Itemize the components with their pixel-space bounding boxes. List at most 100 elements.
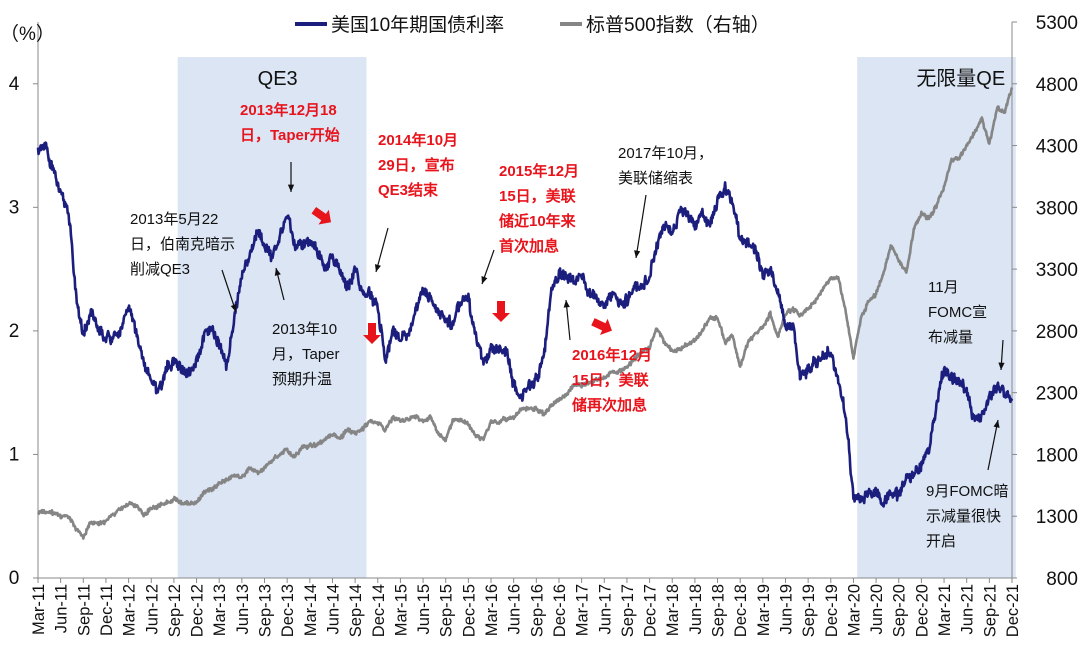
red-arrow-icon xyxy=(591,318,612,336)
x-tick-label: Sep-16 xyxy=(528,584,546,637)
right-tick-label: 2800 xyxy=(1036,322,1078,343)
annotation-line: 储近10年来 xyxy=(499,212,577,230)
annotation-line: 2014年10月 xyxy=(378,131,458,149)
annotation-arrowhead xyxy=(230,304,237,312)
x-tick-label: Mar-16 xyxy=(483,584,501,636)
right-tick-label: 3300 xyxy=(1036,260,1078,281)
annotation-7: 2017年10月， 美联储缩表 xyxy=(618,145,713,259)
x-tick-label: Sep-20 xyxy=(891,584,909,637)
x-tick-label: Sep-13 xyxy=(257,584,275,637)
annotation-arrowhead xyxy=(374,264,381,272)
left-axis-unit-label: （%） xyxy=(0,23,55,45)
right-tick-label: 2300 xyxy=(1036,384,1078,405)
x-tick-label: Jun-19 xyxy=(777,584,795,634)
red-arrow-shape xyxy=(591,318,612,336)
annotation-line: 示减量很快 xyxy=(926,508,1001,525)
x-tick-label: Jun-12 xyxy=(143,584,161,634)
shaded-period-label-2: 无限量QE xyxy=(916,67,1005,90)
annotation-line: 首次加息 xyxy=(499,237,559,255)
x-tick-label: Mar-15 xyxy=(392,584,410,636)
annotation-line: 预期升温 xyxy=(272,371,332,388)
annotation-line: FOMC宣 xyxy=(928,304,987,321)
x-tick-label: Jun-20 xyxy=(868,584,886,634)
x-tick-label: Mar-14 xyxy=(302,584,320,636)
x-tick-label: Jun-17 xyxy=(596,584,614,634)
legend: 美国10年期国债利率 标普500指数（右轴） xyxy=(295,14,770,36)
red-arrow-shape xyxy=(363,323,381,344)
left-tick-label: 0 xyxy=(9,568,20,589)
annotation-arrowhead xyxy=(481,276,488,284)
annotation-arrow-line xyxy=(221,269,237,313)
x-tick-label: Jun-13 xyxy=(234,584,252,634)
x-tick-label: Dec-14 xyxy=(370,584,388,637)
x-tick-label: Jun-15 xyxy=(415,584,433,634)
right-tick-label: 4800 xyxy=(1036,75,1078,96)
x-tick-label: Mar-21 xyxy=(936,584,954,636)
x-tick-label: Sep-21 xyxy=(981,584,999,637)
x-tick-label: Dec-20 xyxy=(913,584,931,637)
x-tick-label: Jun-11 xyxy=(53,584,71,633)
x-tick-label: Sep-19 xyxy=(800,584,818,637)
x-tick-label: Sep-15 xyxy=(438,584,456,637)
x-tick-label: Dec-12 xyxy=(189,584,207,637)
annotation-line: 储再次加息 xyxy=(572,396,647,414)
annotation-line: 2017年10月， xyxy=(618,145,713,162)
annotation-3: 2013年10 月，Taper 预期升温 xyxy=(272,267,340,388)
x-tick-label: Dec-19 xyxy=(823,584,841,637)
annotation-line: 日，Taper开始 xyxy=(240,126,340,144)
x-tick-label: Mar-20 xyxy=(845,584,863,636)
right-tick-label: 1800 xyxy=(1036,445,1078,466)
annotation-line: 15日，美联 xyxy=(572,371,650,389)
annotation-line: 29日，宣布 xyxy=(378,156,455,174)
annotation-line: 2013年5月22 xyxy=(130,211,218,228)
x-tick-label: Mar-18 xyxy=(664,584,682,636)
annotation-arrowhead xyxy=(563,300,570,308)
annotation-line: 2015年12月 xyxy=(499,162,579,180)
annotation-line: 布减量 xyxy=(928,329,973,346)
annotation-2: 2013年12月18 日，Taper开始 xyxy=(240,101,340,192)
x-tick-label: Sep-11 xyxy=(75,584,93,636)
left-tick-label: 2 xyxy=(9,321,20,342)
annotation-line: 2013年10 xyxy=(272,321,337,338)
x-tick-label: Mar-13 xyxy=(211,584,229,636)
shaded-period-label-1: QE3 xyxy=(258,68,298,90)
x-tick-label: Sep-17 xyxy=(619,584,637,637)
red-arrow-icon xyxy=(311,206,332,225)
right-tick-label: 5300 xyxy=(1036,13,1078,34)
annotation-line: 2013年12月18 xyxy=(240,101,337,119)
red-arrow-shape xyxy=(311,206,332,225)
annotation-line: 15日，美联 xyxy=(499,187,577,205)
x-tick-label: Mar-19 xyxy=(755,584,773,636)
annotation-line: 月，Taper xyxy=(272,346,340,363)
annotation-line: 日，伯南克暗示 xyxy=(130,236,235,253)
legend-label-sp500: 标普500指数（右轴） xyxy=(586,14,770,36)
annotation-line: 2016年12月 xyxy=(572,346,652,364)
x-tick-label: Mar-17 xyxy=(574,584,592,636)
x-tick-label: Sep-18 xyxy=(710,584,728,637)
annotation-arrowhead xyxy=(274,268,281,276)
annotation-4: 2014年10月 29日，宣布 QE3结束 xyxy=(374,131,458,273)
annotation-line: 9月FOMC暗 xyxy=(926,483,1009,500)
annotation-arrowhead xyxy=(287,184,295,192)
x-tick-label: Jun-18 xyxy=(687,584,705,634)
annotation-line: 削减QE3 xyxy=(130,261,190,278)
series-line-us10y xyxy=(36,141,1014,508)
left-tick-label: 4 xyxy=(9,74,20,95)
annotation-arrowhead xyxy=(998,362,1005,370)
annotation-arrowhead xyxy=(634,250,641,258)
x-tick-label: Dec-11 xyxy=(98,584,116,636)
x-tick-label: Sep-12 xyxy=(166,584,184,637)
red-arrow-shape xyxy=(492,301,510,322)
x-tick-label: Dec-18 xyxy=(732,584,750,637)
annotation-line: QE3结束 xyxy=(378,181,439,199)
x-tick-label: Jun-14 xyxy=(324,584,342,634)
x-tick-label: Mar-11 xyxy=(30,584,48,635)
left-tick-label: 1 xyxy=(9,444,20,465)
red-arrow-icon xyxy=(363,323,381,344)
annotation-arrow-line xyxy=(987,419,999,471)
